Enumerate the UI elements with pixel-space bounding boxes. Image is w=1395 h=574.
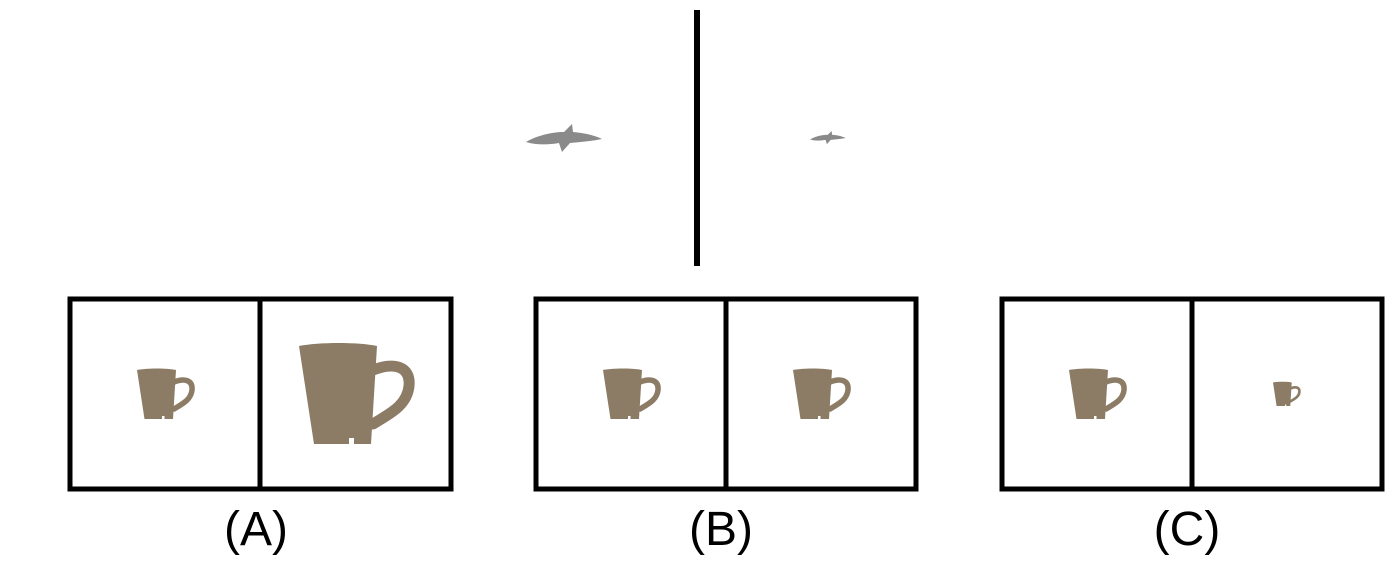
option-label: (B) — [689, 503, 753, 556]
option-label: (C) — [1154, 503, 1221, 556]
dolphin-large — [526, 124, 602, 152]
panel-a: (A) — [67, 296, 454, 556]
option-label: (A) — [224, 503, 288, 556]
panel-c: (C) — [999, 296, 1385, 556]
panel-b: (B) — [533, 296, 919, 556]
dolphin-small — [810, 131, 846, 145]
divider — [694, 10, 700, 266]
